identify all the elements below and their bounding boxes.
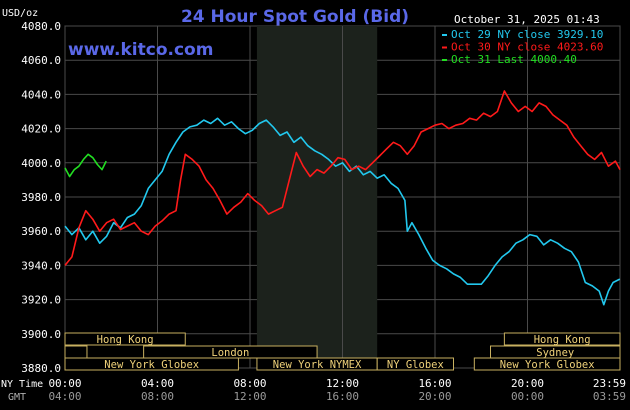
session-band-label: Sydney: [536, 347, 574, 359]
session-band-label: NY Globex: [387, 359, 444, 371]
session-band-label: New York NYMEX: [273, 359, 362, 371]
nymex-session-shading: [256, 26, 378, 368]
series-line-0: [64, 117, 621, 306]
x-tick-gmt: 00:00: [511, 390, 544, 403]
session-band-label: New York Globex: [500, 359, 595, 371]
session-band: [473, 357, 621, 371]
legend-entry: Oct 29 NY close 3929.10: [451, 28, 603, 41]
y-tick-label: 3880.0: [21, 362, 61, 375]
series-line-2: [64, 153, 107, 178]
legend-entry: Oct 31 Last 4000.40: [451, 53, 577, 66]
session-band-label: London: [211, 347, 249, 359]
timestamp: October 31, 2025 01:43: [454, 13, 600, 26]
y-tick-label: 3940.0: [21, 259, 61, 272]
session-band-label: New York Globex: [104, 359, 199, 371]
series-layer: [64, 90, 621, 306]
x-tick-ny: 08:00: [233, 377, 266, 390]
legend-swatch: [442, 46, 447, 49]
trading-session-bands: Hong Kong London New York Globex New York N…: [64, 332, 621, 371]
y-axis: 4080.0 4060.0 4040.0 4020.0 4000.0 3980.0 3960…: [21, 20, 61, 375]
x-tick-ny: 20:00: [511, 377, 544, 390]
site-url: www.kitco.com: [68, 40, 213, 60]
y-tick-label: 4060.0: [21, 54, 61, 67]
x-tick-ny: 04:00: [141, 377, 174, 390]
y-tick-label: 3900.0: [21, 328, 61, 341]
chart-title: 24 Hour Spot Gold (Bid): [181, 7, 409, 27]
y-tick-label: 4080.0: [21, 20, 61, 33]
unit-label: USD/oz: [2, 8, 38, 19]
ny-time-label: NY Time: [1, 379, 43, 390]
session-band: [64, 357, 239, 371]
session-band-label: Hong Kong: [534, 334, 591, 346]
x-tick-gmt: 04:00: [48, 390, 81, 403]
x-tick-gmt: 12:00: [233, 390, 266, 403]
series-line-1: [64, 90, 621, 266]
legend-swatch: [442, 59, 447, 61]
x-tick-ny: 16:00: [418, 377, 451, 390]
x-tick-ny: 00:00: [48, 377, 81, 390]
y-tick-label: 4020.0: [21, 123, 61, 136]
y-tick-label: 4000.0: [21, 157, 61, 170]
y-tick-label: 3960.0: [21, 225, 61, 238]
session-band: [64, 345, 88, 359]
x-tick-gmt: 20:00: [418, 390, 451, 403]
legend-swatch: [442, 34, 447, 36]
x-tick-ny: 23:59: [593, 377, 626, 390]
session-band: [376, 357, 454, 371]
session-band: [503, 332, 621, 346]
x-tick-gmt: 08:00: [141, 390, 174, 403]
y-tick-label: 3980.0: [21, 191, 61, 204]
session-band-label: Hong Kong: [97, 334, 154, 346]
session-band: [64, 332, 186, 346]
x-axis: NY TimeGMT00:0004:0004:0008:0008:0012:00…: [1, 377, 626, 403]
vertical-grid-lines: [64, 26, 621, 368]
y-tick-label: 3920.0: [21, 294, 61, 307]
legend-entry: Oct 30 NY close 4023.60: [451, 41, 603, 54]
y-tick-label: 4040.0: [21, 88, 61, 101]
x-tick-ny: 12:00: [326, 377, 359, 390]
x-tick-gmt: 03:59: [593, 390, 626, 403]
gmt-label: GMT: [8, 392, 26, 403]
x-tick-gmt: 16:00: [326, 390, 359, 403]
